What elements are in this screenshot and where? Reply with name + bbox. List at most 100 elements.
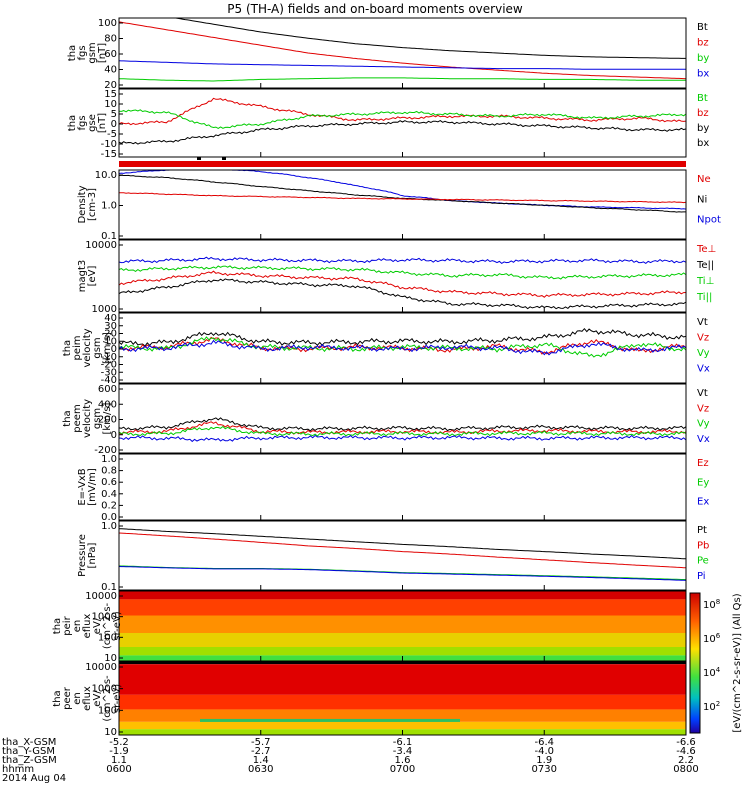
ytick-labels: 10000 1000 100 10 <box>85 662 123 738</box>
plot-title: P5 (TH-A) fields and on-board moments ov… <box>227 2 523 16</box>
legend-entry: by <box>697 123 709 134</box>
ytick-label: 1000 <box>92 684 117 695</box>
ylabel-line: peir <box>62 615 73 635</box>
ylabel-group: tha peir en eflux eV/(cm^2-s-sr-eV) <box>52 602 123 649</box>
ylabel-line: peim <box>72 335 83 360</box>
xaxis-value: -6.6 <box>676 737 696 748</box>
ylabel-line: E=-VxB <box>77 468 88 505</box>
xaxis-value: -3.4 <box>393 746 413 757</box>
series-line-Pb <box>119 532 686 569</box>
ylabel-line: eflux <box>82 686 93 711</box>
ylabel-group: tha peim velocity gsm [km/s] <box>62 328 113 367</box>
series-line-Ni <box>119 174 686 213</box>
ylabel-group: magt3 [eV] <box>77 260 98 293</box>
legend-entry: Pt <box>697 525 707 536</box>
ylabel-line: peem <box>72 404 83 432</box>
ytick-label: 20 <box>104 80 117 91</box>
panel-fgs-gsm-magnitude: 100 80 60 40 20 tha fgs gsm [nT] Bt bz by bx <box>67 17 709 91</box>
legend-entry: bx <box>697 138 709 149</box>
heatmap-area <box>119 662 686 735</box>
ytick-label: 10000 <box>85 591 117 602</box>
legend-group: Bt bz by bx <box>697 93 709 149</box>
xtick-marks <box>118 730 687 735</box>
colorbar-tick-exp: 8 <box>716 598 720 606</box>
heatmap-band <box>119 721 686 730</box>
panel-frame <box>118 453 687 521</box>
xtick-marks <box>118 378 687 383</box>
xtick-marks <box>118 585 687 590</box>
ytick-label: -5 <box>107 129 117 140</box>
ytick-label: 10 <box>104 727 117 738</box>
series-line-Te⊥ <box>119 270 686 298</box>
ytick-labels: 10000 1000 <box>85 240 123 315</box>
legend-entry: Ti|| <box>696 292 712 303</box>
ytick-label: 10 <box>104 99 117 110</box>
ytick-label: -200 <box>94 445 117 456</box>
heatmap-band <box>119 615 686 633</box>
series-line-by <box>119 77 686 82</box>
ylabel-line: eV/ <box>92 690 103 707</box>
legend-entry: Ez <box>697 458 709 469</box>
legend-entry: Ne <box>697 174 711 185</box>
ytick-label: 0.1 <box>101 231 117 242</box>
ylabel-line: tha <box>62 410 73 426</box>
panel-peer-en-eflux: 10000 1000 100 10 tha peer en eflux eV/(cm^2-s-s… <box>52 661 687 738</box>
xaxis-value: -5.7 <box>251 737 271 748</box>
xaxis-row-label: hhmm <box>2 764 34 775</box>
colorbar-label: [eV/(cm^2-s-sr-eV)] (All Qs) <box>732 593 743 732</box>
ytick-label: 400 <box>98 399 117 410</box>
legend-group: Ez Ey Ex <box>697 458 709 508</box>
ytick-label: 20 <box>104 329 117 340</box>
series-line-Vx <box>119 434 686 443</box>
colorbar-tick-exp: 2 <box>716 700 720 708</box>
ylabel-group: tha peem velocity gsm [km/s] <box>62 399 113 438</box>
xaxis-value: -1.9 <box>109 746 129 757</box>
series-line-Pt <box>119 528 686 560</box>
panel-frame <box>118 383 687 454</box>
series-area <box>119 327 686 358</box>
ylabel-line: [cm-3] <box>87 188 98 221</box>
legend-entry: bz <box>697 38 709 49</box>
ylabel-group: Pressure [nPa] <box>77 534 98 577</box>
ytick-label: 1.0 <box>101 201 117 212</box>
xaxis-value: -4.0 <box>534 746 554 757</box>
xaxis-value: 0800 <box>673 764 698 775</box>
series-line-Vy <box>119 425 686 437</box>
heatmap-band <box>119 633 686 647</box>
ylabel-line: [km/s] <box>102 402 113 434</box>
xaxis-value: 1.6 <box>395 755 411 766</box>
colorbar-tick: 104 <box>703 666 721 679</box>
ytick-label: 1000 <box>92 612 117 623</box>
ylabel-line: sr-eV) <box>112 684 123 713</box>
ytick-labels: 1.0 0.1 <box>101 521 123 593</box>
legend-entry: Vt <box>697 317 708 328</box>
ylabel-line: tha <box>62 340 73 356</box>
legend-entry: Vx <box>697 364 710 375</box>
panel-temperature: 10000 1000 magt3 [eV] Te⊥ Te|| Ti⊥ Ti|| <box>77 239 716 315</box>
ytick-label: 1.0 <box>101 454 117 465</box>
colorbar-rect <box>689 592 701 734</box>
colorbar-tick: 108 <box>703 598 720 611</box>
ytick-label: 100 <box>98 705 117 716</box>
legend-group: Pt Pb Pe Pi <box>697 525 709 582</box>
ylabel-line: tha <box>67 45 78 61</box>
ylabel-line: tha <box>67 115 78 131</box>
ytick-label: 100 <box>98 18 117 29</box>
ytick-label: 0.2 <box>101 500 117 511</box>
xaxis-row-label: tha_Y-GSM <box>2 746 55 757</box>
ytick-label: 10 <box>104 653 117 664</box>
series-line-Ne <box>119 192 686 204</box>
xaxis-row-label: tha_Z-GSM <box>2 755 57 766</box>
ytick-label: 80 <box>104 34 117 45</box>
colorbar-tick-exp: 4 <box>716 666 721 674</box>
legend-group: Bt bz by bx <box>697 22 709 80</box>
ylabel-line: Pressure <box>77 534 88 577</box>
status-bar <box>119 161 686 167</box>
xaxis-value: -5.2 <box>109 737 129 748</box>
xtick-marks <box>118 307 687 312</box>
xaxis-value: 0600 <box>106 764 131 775</box>
series-line-bz <box>119 21 686 80</box>
